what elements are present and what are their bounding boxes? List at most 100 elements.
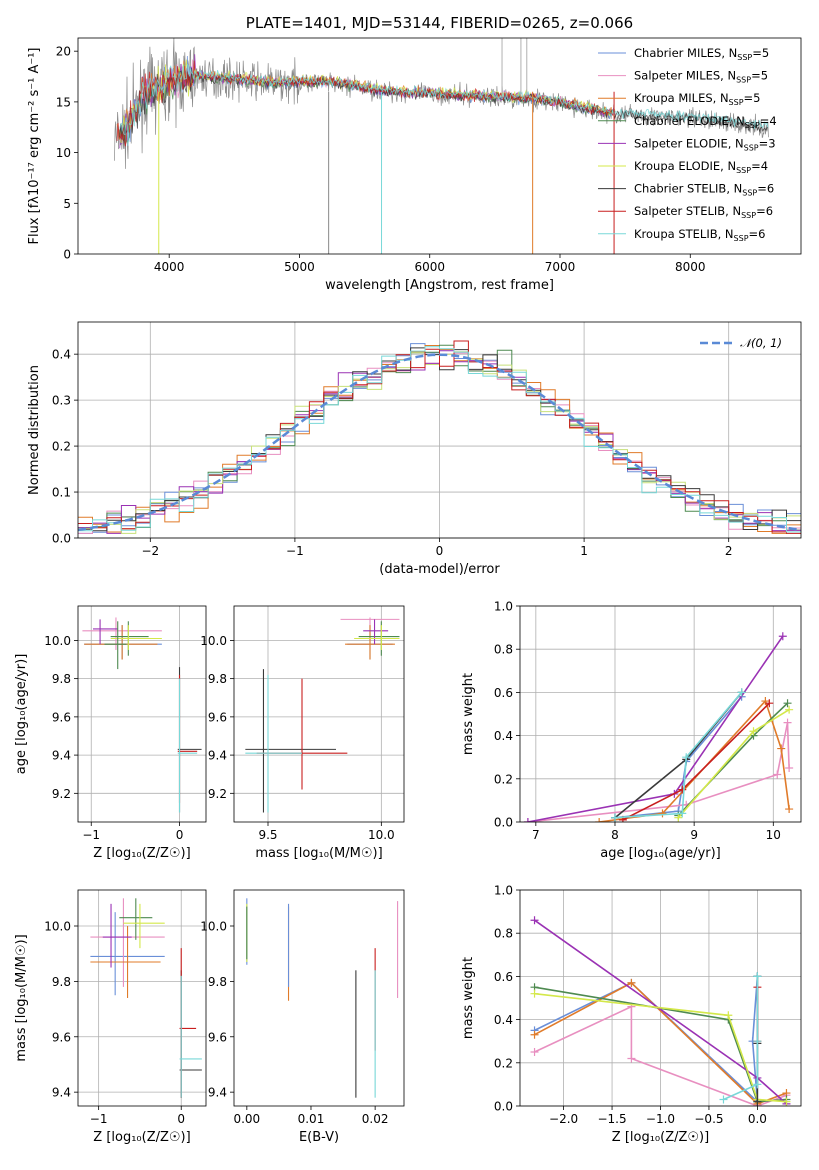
y-tick-label: 9.2 xyxy=(208,787,227,801)
weight-point xyxy=(674,813,683,822)
x-tick-label: 0 xyxy=(176,828,184,842)
weight-point xyxy=(523,818,532,822)
model-spectrum-5 xyxy=(119,59,616,144)
weight-point xyxy=(724,1011,733,1020)
weight-point xyxy=(785,805,794,814)
y-tick-label: 9.8 xyxy=(52,672,71,686)
x-tick-label: 0 xyxy=(177,1112,185,1126)
y-tick-label: 10 xyxy=(56,146,71,160)
x-axis-label: E(B-V) xyxy=(299,1130,339,1145)
legend-entry: Salpeter STELIB, NSSP=6 xyxy=(634,204,773,220)
panel-weight_vs_Z: −2.0 −1.5 −1.0 −0.5 0.0 0.0 0.2 0.4 0.6 0.8 1.0 Z [… xyxy=(461,884,802,1145)
x-tick-label: −0.5 xyxy=(694,1112,723,1126)
x-tick-label: 0 xyxy=(436,544,444,558)
x-tick-label: 10.0 xyxy=(368,828,395,842)
legend-entry: Chabrier ELODIE, NSSP=4 xyxy=(634,114,777,130)
legend-entry: Kroupa MILES, NSSP=5 xyxy=(634,91,760,107)
plot-area xyxy=(114,38,769,254)
normal-reference-curve xyxy=(78,353,801,532)
x-tick-label: 0.01 xyxy=(298,1112,325,1126)
weight-line-1 xyxy=(527,722,790,822)
y-tick-label: 9.4 xyxy=(208,749,227,763)
weight-line-2 xyxy=(534,981,787,1105)
weight-point xyxy=(753,972,762,981)
y-tick-label: 9.6 xyxy=(208,710,227,724)
x-tick-label: 0.0 xyxy=(748,1112,767,1126)
y-tick-label: 0.2 xyxy=(494,1056,513,1070)
weight-point xyxy=(678,785,687,794)
y-tick-label: 20 xyxy=(56,45,71,59)
weight-line-5 xyxy=(534,992,787,1103)
panel-age_vs_mass: 9.5 10.0 9.2 9.4 9.6 9.8 10.0 mass [log₁₀(M/M☉)… xyxy=(200,605,405,861)
residual-histogram-8 xyxy=(78,346,801,533)
x-axis-label: mass [log₁₀(M/M☉)] xyxy=(255,846,382,861)
panel-mass_vs_EBV: 0.00 0.01 0.02 9.4 9.6 9.8 10.0 E(B-V) xyxy=(200,889,405,1145)
y-tick-label: 0 xyxy=(63,248,71,262)
weight-point xyxy=(783,699,792,708)
x-tick-label: 5000 xyxy=(284,260,315,274)
x-tick-label: −2.0 xyxy=(549,1112,578,1126)
x-tick-label: 8 xyxy=(611,828,619,842)
y-tick-label: 0.4 xyxy=(52,348,71,362)
legend-entry: Chabrier MILES, NSSP=5 xyxy=(634,46,769,62)
model-spectrum-6 xyxy=(119,68,769,149)
y-axis-label: mass [log₁₀(M/M☉)] xyxy=(14,934,29,1061)
weight-point xyxy=(530,916,539,925)
weight-point xyxy=(765,699,774,708)
y-axis-label: Flux [fλ10⁻¹⁷ erg cm⁻² s⁻¹ A⁻¹] xyxy=(27,48,42,245)
plot-area xyxy=(530,916,791,1106)
weight-point xyxy=(530,989,539,998)
y-tick-label: 9.4 xyxy=(52,1086,71,1100)
model-spectrum-8 xyxy=(119,63,769,146)
weight-point xyxy=(627,978,636,987)
x-tick-label: −2 xyxy=(141,544,159,558)
weight-line-6 xyxy=(614,691,743,819)
x-axis-label: Z [log₁₀(Z/Z☉)] xyxy=(93,1130,190,1145)
plot-area xyxy=(245,617,400,813)
x-axis-label: wavelength [Angstrom, rest frame] xyxy=(325,278,554,293)
y-tick-label: 0.3 xyxy=(52,394,71,408)
weight-point xyxy=(785,764,794,772)
axes-frame xyxy=(77,605,207,823)
y-tick-label: 9.4 xyxy=(208,1086,227,1100)
x-tick-label: 6000 xyxy=(414,260,445,274)
axes-frame xyxy=(77,37,802,255)
x-axis-label: age [log₁₀(age/yr)] xyxy=(600,846,721,861)
y-tick-label: 0.1 xyxy=(52,486,71,500)
y-axis-label: Normed distribution xyxy=(27,365,42,495)
y-axis-label: mass weight xyxy=(461,673,476,755)
weight-point xyxy=(753,1097,762,1106)
axes-frame xyxy=(519,889,802,1107)
y-tick-label: 5 xyxy=(63,197,71,211)
x-tick-label: 0.02 xyxy=(362,1112,389,1126)
x-tick-label: 0.00 xyxy=(233,1112,260,1126)
y-tick-label: 9.8 xyxy=(208,672,227,686)
axes-frame xyxy=(77,321,802,539)
weight-point xyxy=(530,1048,539,1056)
panel-age_vs_Z: −1 0 9.2 9.4 9.6 9.8 10.0 Z [log₁₀(Z/Z☉)] age [l… xyxy=(14,605,207,861)
y-tick-label: 10.0 xyxy=(44,634,71,648)
weight-line-4 xyxy=(527,635,784,822)
x-tick-label: 1 xyxy=(580,544,588,558)
y-tick-label: 0.2 xyxy=(52,440,71,454)
legend-entry: Kroupa ELODIE, NSSP=4 xyxy=(634,159,768,175)
x-tick-label: −1.0 xyxy=(646,1112,675,1126)
y-tick-label: 1.0 xyxy=(494,884,513,898)
x-tick-label: 4000 xyxy=(154,260,185,274)
weight-point xyxy=(682,753,691,762)
y-tick-label: 9.2 xyxy=(52,787,71,801)
weight-point xyxy=(782,1097,791,1106)
weight-point xyxy=(737,688,746,697)
y-tick-label: 0.4 xyxy=(494,1013,513,1027)
weight-point xyxy=(530,1030,539,1039)
weight-point xyxy=(785,705,794,714)
legend-entry: 𝒩(0, 1) xyxy=(740,336,782,350)
panel-mass_vs_Z: −1 0 9.4 9.6 9.8 10.0 Z [log₁₀(Z/Z☉)] mass [log… xyxy=(14,889,207,1145)
y-tick-label: 10.0 xyxy=(200,920,227,934)
y-tick-label: 0.6 xyxy=(494,970,513,984)
panel-spectrum: 4000 5000 6000 7000 8000 0 5 10 15 20 PLATE=1401, … xyxy=(27,14,802,293)
x-tick-label: 7 xyxy=(532,828,540,842)
weight-point xyxy=(773,770,782,779)
plot-area xyxy=(78,340,801,534)
